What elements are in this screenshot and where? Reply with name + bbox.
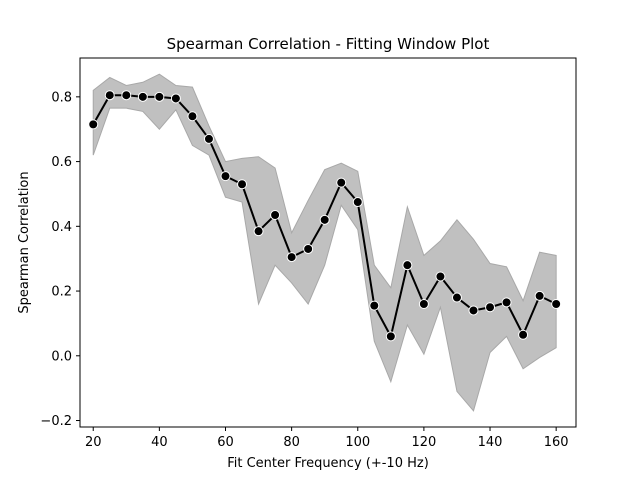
data-point: [187, 111, 198, 122]
data-point: [551, 299, 562, 309]
data-point: [352, 197, 363, 208]
plot-frame: [79, 57, 577, 428]
y-tick-label: −0.2: [40, 414, 72, 429]
x-tick-label: 160: [544, 435, 569, 450]
data-point: [336, 177, 347, 188]
x-tick-label: 100: [345, 435, 370, 450]
y-tick-label: 0.8: [51, 90, 72, 105]
data-point: [468, 305, 479, 316]
x-tick-label: 120: [411, 435, 436, 450]
y-tick-label: 0.0: [51, 349, 72, 364]
data-point: [369, 300, 380, 311]
x-tick-label: 40: [151, 435, 168, 450]
data-point: [534, 290, 545, 301]
data-point: [402, 260, 413, 271]
data-point: [270, 209, 281, 220]
data-point: [121, 90, 132, 101]
data-point: [88, 119, 99, 130]
x-axis: 20 40 60 80 100 120 140 160: [85, 427, 569, 450]
data-point: [501, 297, 512, 308]
x-tick-label: 60: [217, 435, 234, 450]
y-tick-label: 0.6: [51, 155, 72, 170]
data-point: [286, 252, 297, 263]
confidence-band: [92, 73, 557, 412]
confidence-band-area: [92, 73, 557, 412]
series-markers: [88, 90, 562, 342]
data-point: [154, 91, 165, 102]
data-point: [253, 226, 264, 237]
data-point: [451, 292, 462, 303]
data-point: [518, 329, 529, 340]
data-point: [418, 299, 429, 309]
chart-title: Spearman Correlation - Fitting Window Pl…: [167, 35, 490, 53]
y-axis: −0.2 0.0 0.2 0.4 0.6 0.8: [40, 90, 80, 429]
x-tick-label: 20: [85, 435, 102, 450]
y-tick-label: 0.4: [51, 220, 72, 235]
data-point: [104, 90, 115, 101]
data-point: [203, 133, 214, 144]
data-point: [485, 302, 496, 313]
data-point: [435, 271, 446, 282]
y-tick-label: 0.2: [51, 285, 72, 300]
y-axis-label: Spearman Correlation: [17, 171, 32, 313]
x-tick-label: 140: [478, 435, 503, 450]
data-point: [137, 91, 148, 102]
data-point: [319, 214, 330, 225]
data-point: [237, 179, 248, 190]
x-tick-label: 80: [283, 435, 300, 450]
data-point: [303, 243, 314, 254]
data-point: [170, 93, 181, 104]
data-point: [220, 171, 231, 182]
x-axis-label: Fit Center Frequency (+-10 Hz): [227, 456, 429, 471]
data-point: [385, 331, 396, 342]
